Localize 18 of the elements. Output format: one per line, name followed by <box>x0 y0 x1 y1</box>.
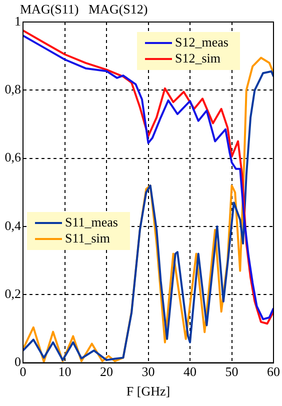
legend-label: S12_meas <box>175 34 228 50</box>
y-tick-label: 0,4 <box>4 218 22 233</box>
x-tick-label: 30 <box>142 364 155 380</box>
legend-label: S12_sim <box>175 50 221 66</box>
x-tick-label: 50 <box>225 364 238 380</box>
x-axis-title: F [GHz] <box>126 384 170 399</box>
y-tick-label: 0 <box>14 354 21 370</box>
x-tick-label: 40 <box>184 364 196 380</box>
legend-label: S11_sim <box>65 230 110 246</box>
x-tick-label: 20 <box>100 364 113 380</box>
y-tick-label: 0,6 <box>4 150 22 165</box>
x-tick-label: 10 <box>58 364 72 380</box>
x-tick-label: 60 <box>267 364 280 380</box>
y-tick-label: 1 <box>14 13 21 28</box>
y-tick-label: 0,2 <box>4 286 21 302</box>
y-tick-label: 0,8 <box>4 82 21 97</box>
legend-label: S11_meas <box>65 214 118 230</box>
chart-title: MAG(S11) MAG(S12) <box>20 1 148 16</box>
